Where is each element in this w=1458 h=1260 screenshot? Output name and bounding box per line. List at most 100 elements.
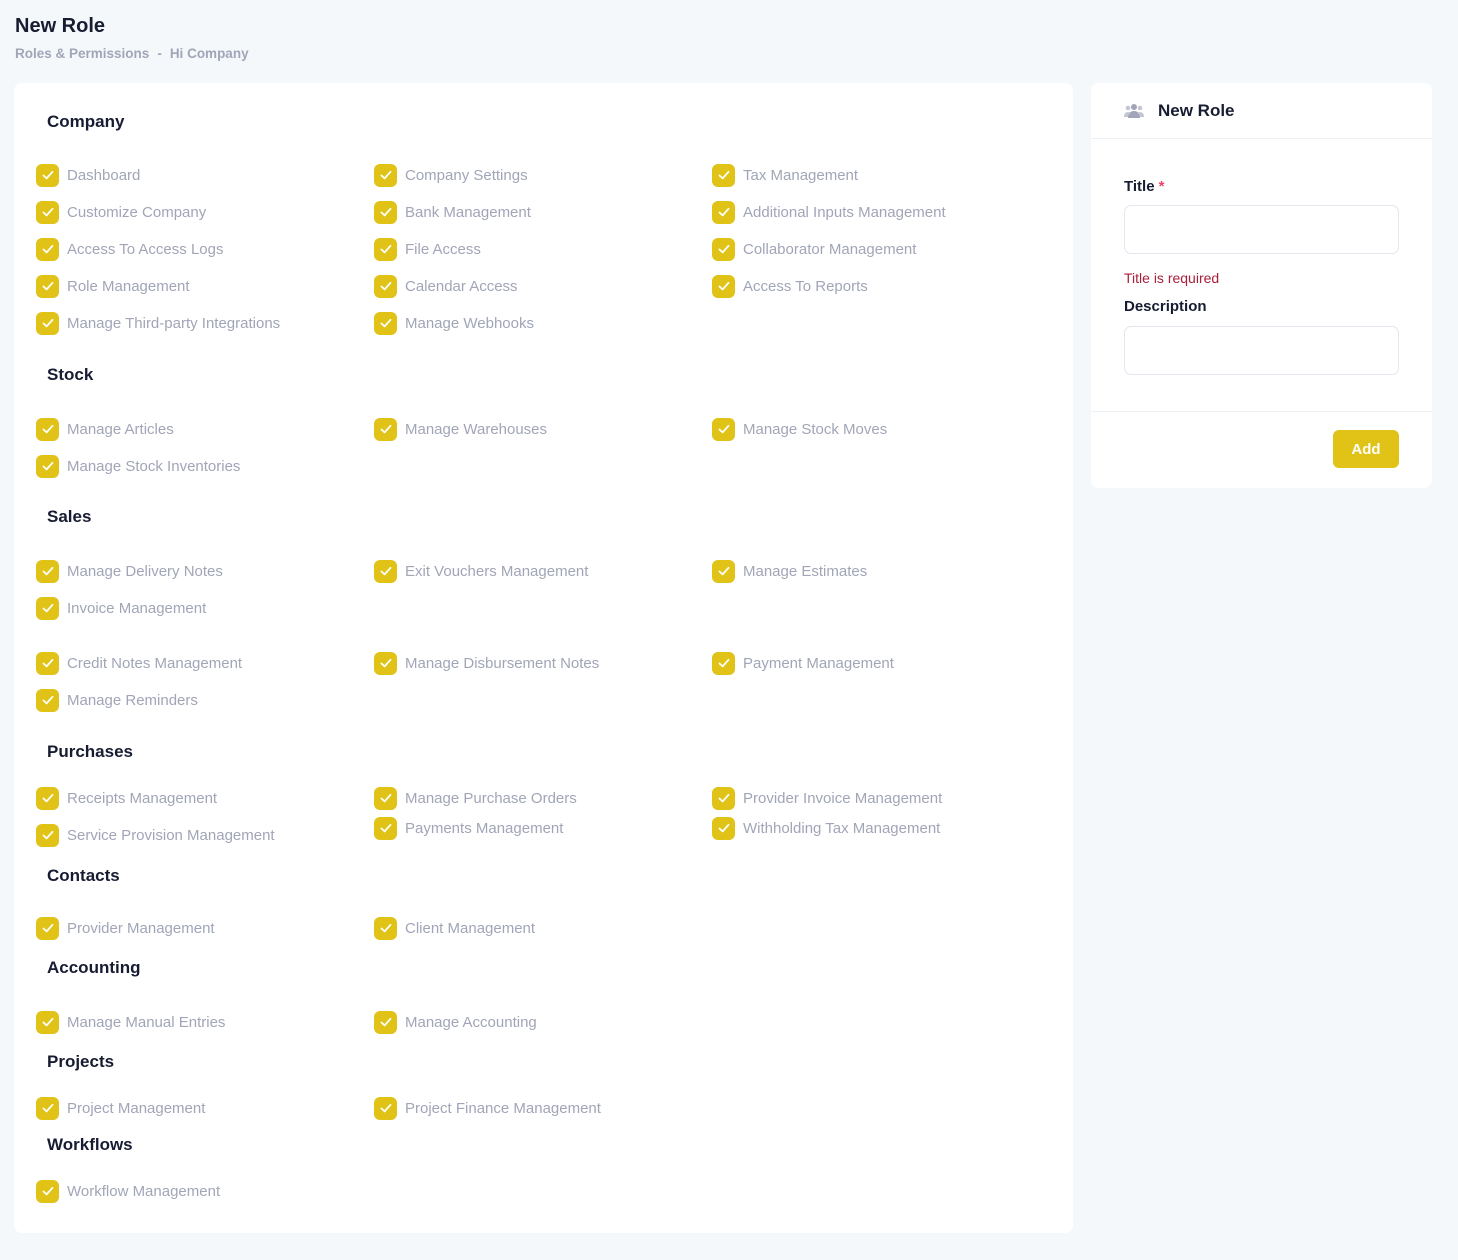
permission-item[interactable]: Manage Stock Moves — [712, 417, 887, 441]
check-icon — [380, 281, 391, 291]
permission-item[interactable]: Manage Articles — [36, 417, 174, 441]
permission-item[interactable]: Access To Access Logs — [36, 237, 223, 261]
check-icon — [718, 207, 729, 217]
permission-item[interactable]: Payments Management — [374, 816, 563, 840]
permission-checkbox[interactable] — [374, 163, 397, 187]
permission-checkbox[interactable] — [712, 163, 735, 187]
permission-item[interactable]: Additional Inputs Management — [712, 200, 946, 224]
permission-checkbox[interactable] — [374, 1096, 397, 1120]
permission-item[interactable]: Client Management — [374, 916, 535, 940]
permission-item[interactable]: Dashboard — [36, 163, 140, 187]
check-icon — [42, 830, 53, 840]
permission-checkbox[interactable] — [36, 651, 59, 675]
permission-checkbox[interactable] — [374, 1010, 397, 1034]
permission-item[interactable]: Collaborator Management — [712, 237, 916, 261]
permission-item[interactable]: File Access — [374, 237, 481, 261]
permission-item[interactable]: Manage Reminders — [36, 688, 198, 712]
permission-item[interactable]: Withholding Tax Management — [712, 816, 940, 840]
permission-checkbox[interactable] — [36, 454, 59, 478]
description-input[interactable] — [1124, 326, 1399, 375]
permission-item[interactable]: Credit Notes Management — [36, 651, 242, 675]
section-title-accounting: Accounting — [47, 958, 141, 977]
permission-checkbox[interactable] — [36, 916, 59, 940]
permission-checkbox[interactable] — [36, 1179, 59, 1203]
add-button[interactable]: Add — [1333, 430, 1399, 468]
permission-checkbox[interactable] — [374, 311, 397, 335]
page-title: New Role — [15, 15, 106, 37]
permission-item[interactable]: Provider Management — [36, 916, 215, 940]
permission-checkbox[interactable] — [36, 823, 59, 847]
permission-label: Client Management — [405, 919, 536, 937]
permission-item[interactable]: Project Management — [36, 1096, 205, 1120]
permission-item[interactable]: Access To Reports — [712, 274, 868, 298]
permission-item[interactable]: Manage Stock Inventories — [36, 454, 240, 478]
permission-checkbox[interactable] — [374, 200, 397, 224]
permission-label: Exit Vouchers Management — [405, 562, 589, 580]
permission-item[interactable]: Company Settings — [374, 163, 528, 187]
permission-item[interactable]: Manage Delivery Notes — [36, 559, 223, 583]
permission-item[interactable]: Tax Management — [712, 163, 858, 187]
permission-checkbox[interactable] — [712, 274, 735, 298]
permission-item[interactable]: Project Finance Management — [374, 1096, 601, 1120]
permission-checkbox[interactable] — [712, 816, 735, 840]
permission-checkbox[interactable] — [712, 417, 735, 441]
permission-checkbox[interactable] — [712, 559, 735, 583]
permission-checkbox[interactable] — [712, 237, 735, 261]
permission-item[interactable]: Role Management — [36, 274, 190, 298]
permission-checkbox[interactable] — [712, 200, 735, 224]
permission-item[interactable]: Manage Accounting — [374, 1010, 537, 1034]
permission-checkbox[interactable] — [36, 274, 59, 298]
permissions-card: Company Dashboard Company Settings Tax Mana… — [14, 83, 1073, 1233]
permission-item[interactable]: Customize Company — [36, 200, 206, 224]
permission-label: Bank Management — [405, 203, 531, 221]
permission-checkbox[interactable] — [374, 417, 397, 441]
permission-checkbox[interactable] — [36, 1010, 59, 1034]
permission-label: Manage Reminders — [67, 691, 198, 709]
permission-checkbox[interactable] — [36, 200, 59, 224]
permission-item[interactable]: Receipts Management — [36, 786, 217, 810]
title-input[interactable] — [1124, 205, 1399, 254]
permission-checkbox[interactable] — [374, 559, 397, 583]
permission-checkbox[interactable] — [374, 237, 397, 261]
permission-checkbox[interactable] — [36, 237, 59, 261]
permission-checkbox[interactable] — [374, 816, 397, 840]
permission-label: Provider Invoice Management — [743, 789, 943, 807]
permission-checkbox[interactable] — [374, 274, 397, 298]
permission-item[interactable]: Manage Third-party Integrations — [36, 311, 280, 335]
permission-checkbox[interactable] — [374, 916, 397, 940]
permission-checkbox[interactable] — [374, 786, 397, 810]
form-card-header: New Role — [1091, 83, 1432, 139]
permission-checkbox[interactable] — [712, 786, 735, 810]
permission-checkbox[interactable] — [36, 688, 59, 712]
permission-item[interactable]: Manage Disbursement Notes — [374, 651, 599, 675]
check-icon — [42, 244, 53, 254]
check-icon — [42, 207, 53, 217]
permission-label: Receipts Management — [67, 789, 218, 807]
permission-checkbox[interactable] — [374, 651, 397, 675]
permission-label: Manage Stock Inventories — [67, 457, 241, 475]
permission-item[interactable]: Manage Purchase Orders — [374, 786, 577, 810]
permission-checkbox[interactable] — [36, 417, 59, 441]
permission-item[interactable]: Calendar Access — [374, 274, 518, 298]
permission-item[interactable]: Manage Estimates — [712, 559, 867, 583]
permission-label: Customize Company — [67, 203, 207, 221]
permission-item[interactable]: Bank Management — [374, 200, 531, 224]
breadcrumb-item-roles[interactable]: Roles & Permissions — [15, 46, 150, 61]
permission-item[interactable]: Payment Management — [712, 651, 894, 675]
permission-checkbox[interactable] — [712, 651, 735, 675]
permission-checkbox[interactable] — [36, 559, 59, 583]
permission-item[interactable]: Service Provision Management — [36, 823, 275, 847]
permission-checkbox[interactable] — [36, 1096, 59, 1120]
permission-checkbox[interactable] — [36, 786, 59, 810]
permission-item[interactable]: Exit Vouchers Management — [374, 559, 588, 583]
permission-item[interactable]: Provider Invoice Management — [712, 786, 942, 810]
permission-checkbox[interactable] — [36, 163, 59, 187]
permission-item[interactable]: Manage Warehouses — [374, 417, 547, 441]
check-icon — [42, 793, 53, 803]
permission-item[interactable]: Manage Manual Entries — [36, 1010, 225, 1034]
permission-item[interactable]: Manage Webhooks — [374, 311, 534, 335]
permission-checkbox[interactable] — [36, 311, 59, 335]
permission-item[interactable]: Invoice Management — [36, 596, 206, 620]
permission-item[interactable]: Workflow Management — [36, 1179, 220, 1203]
permission-checkbox[interactable] — [36, 596, 59, 620]
